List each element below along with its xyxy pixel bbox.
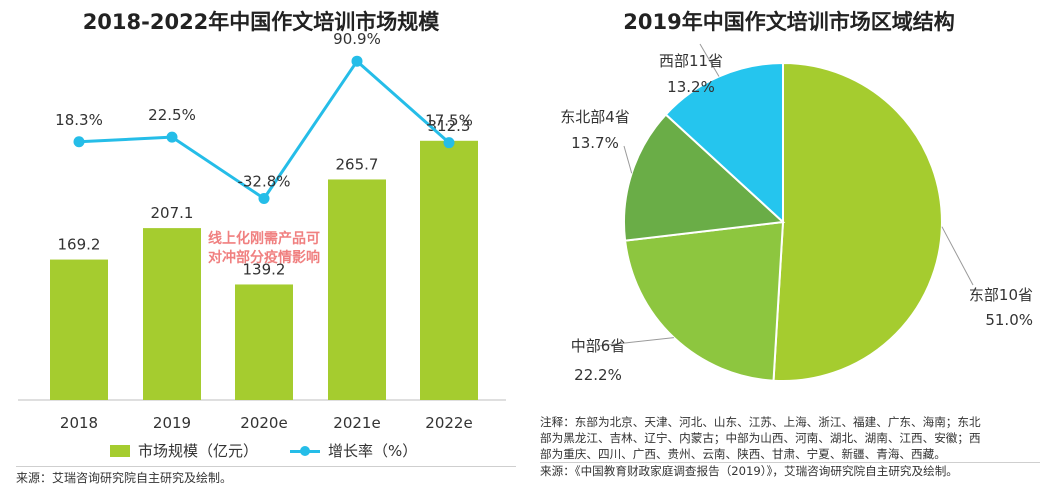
slice-name-label: 中部6省 xyxy=(571,337,626,355)
x-tick-label: 2022e xyxy=(425,414,472,432)
x-tick-label: 2019 xyxy=(153,414,191,432)
growth-rate-point xyxy=(73,136,85,148)
slice-value-label: 51.0% xyxy=(985,311,1033,329)
legend-item-growth-rate: 增长率（%） xyxy=(290,440,417,461)
market-size-bar xyxy=(50,259,108,400)
annotation-text: 线上化刚需产品可 xyxy=(208,230,320,247)
growth-rate-point xyxy=(258,193,270,205)
bar-value-label: 207.1 xyxy=(151,204,194,222)
slice-value-label: 13.7% xyxy=(571,134,619,152)
bar-value-label: 265.7 xyxy=(336,155,379,173)
market-size-bar xyxy=(143,228,201,400)
leader-line xyxy=(941,226,974,286)
legend-line-label: 增长率（%） xyxy=(328,442,418,460)
market-size-title: 2018-2022年中国作文培训市场规模 xyxy=(82,10,440,34)
bar-value-label: 312.3 xyxy=(428,117,471,135)
region-structure-chart: 东部10省 51.0% 中部6省 22.2% 东北部4省 13.7% 西部11省 13.2% xyxy=(560,43,1033,384)
market-size-bar xyxy=(328,179,386,400)
region-structure-panel: 2019年中国作文培训市场区域结构 东部10省 51.0% 中部6省 22.2% 东北部… xyxy=(528,0,1050,489)
growth-rate-label: 17.5% xyxy=(425,112,473,130)
legend-bar-label: 市场规模（亿元） xyxy=(138,442,259,460)
region-note: 注释：东部为北京、天津、河北、山东、江苏、上海、浙江、福建、广东、海南；东北 部… xyxy=(540,414,1040,479)
market-size-legend: 市场规模（亿元） 增长率（%） xyxy=(0,440,522,462)
pie-slice xyxy=(664,61,784,225)
slice-value-label: 13.2% xyxy=(667,78,715,96)
slice-name-label: 东部10省 xyxy=(969,286,1033,304)
pie-slice xyxy=(623,220,785,382)
market-size-bar xyxy=(420,140,478,400)
leader-line xyxy=(699,43,720,77)
leader-line xyxy=(623,145,633,174)
region-structure-title: 2019年中国作文培训市场区域结构 xyxy=(623,10,955,34)
pie-slice xyxy=(772,61,943,382)
market-size-chart: 169.2 2018 207.1 2019 139.2 2020e 265.7 2021e 31… xyxy=(18,30,506,432)
x-tick-label: 2020e xyxy=(240,414,287,432)
market-size-source: 来源：艾瑞咨询研究院自主研究及绘制。 xyxy=(16,466,516,486)
legend-item-market-size: 市场规模（亿元） xyxy=(110,440,258,461)
slice-name-label: 西部11省 xyxy=(659,52,723,70)
region-note-line: 部为重庆、四川、广西、贵州、云南、陕西、甘肃、宁夏、新疆、青海、西藏。 xyxy=(540,447,946,461)
bar-value-label: 139.2 xyxy=(243,260,286,278)
market-size-bar xyxy=(235,284,293,400)
x-tick-label: 2018 xyxy=(60,414,98,432)
growth-rate-label: 90.9% xyxy=(333,30,381,48)
annotation-text: 对冲部分疫情影响 xyxy=(208,249,320,266)
region-note-line: 注释：东部为北京、天津、河北、山东、江苏、上海、浙江、福建、广东、海南；东北 xyxy=(540,415,981,429)
bar-value-label: 169.2 xyxy=(58,236,101,254)
line-swatch-icon xyxy=(290,445,320,457)
x-tick-label: 2021e xyxy=(333,414,380,432)
growth-rate-label: 22.5% xyxy=(148,106,196,124)
leader-line xyxy=(597,337,674,347)
slice-name-label: 东北部4省 xyxy=(560,108,630,126)
bar-swatch-icon xyxy=(110,444,130,457)
slice-value-label: 22.2% xyxy=(574,366,622,384)
market-size-panel: 2018-2022年中国作文培训市场规模 169.2 2018 207.1 2019 1… xyxy=(0,0,522,489)
growth-rate-label: -32.8% xyxy=(237,173,290,191)
growth-rate-point xyxy=(166,131,178,143)
growth-rate-label: 18.3% xyxy=(55,111,103,129)
region-source: 来源：《中国教育财政家庭调查报告（2019）》，艾瑞咨询研究院自主研究及绘制。 xyxy=(540,462,1040,479)
growth-rate-point xyxy=(443,137,455,149)
region-note-line: 部为黑龙江、吉林、辽宁、内蒙古；中部为山西、河南、湖北、湖南、江西、安徽；西 xyxy=(540,431,981,445)
growth-rate-point xyxy=(351,55,363,67)
